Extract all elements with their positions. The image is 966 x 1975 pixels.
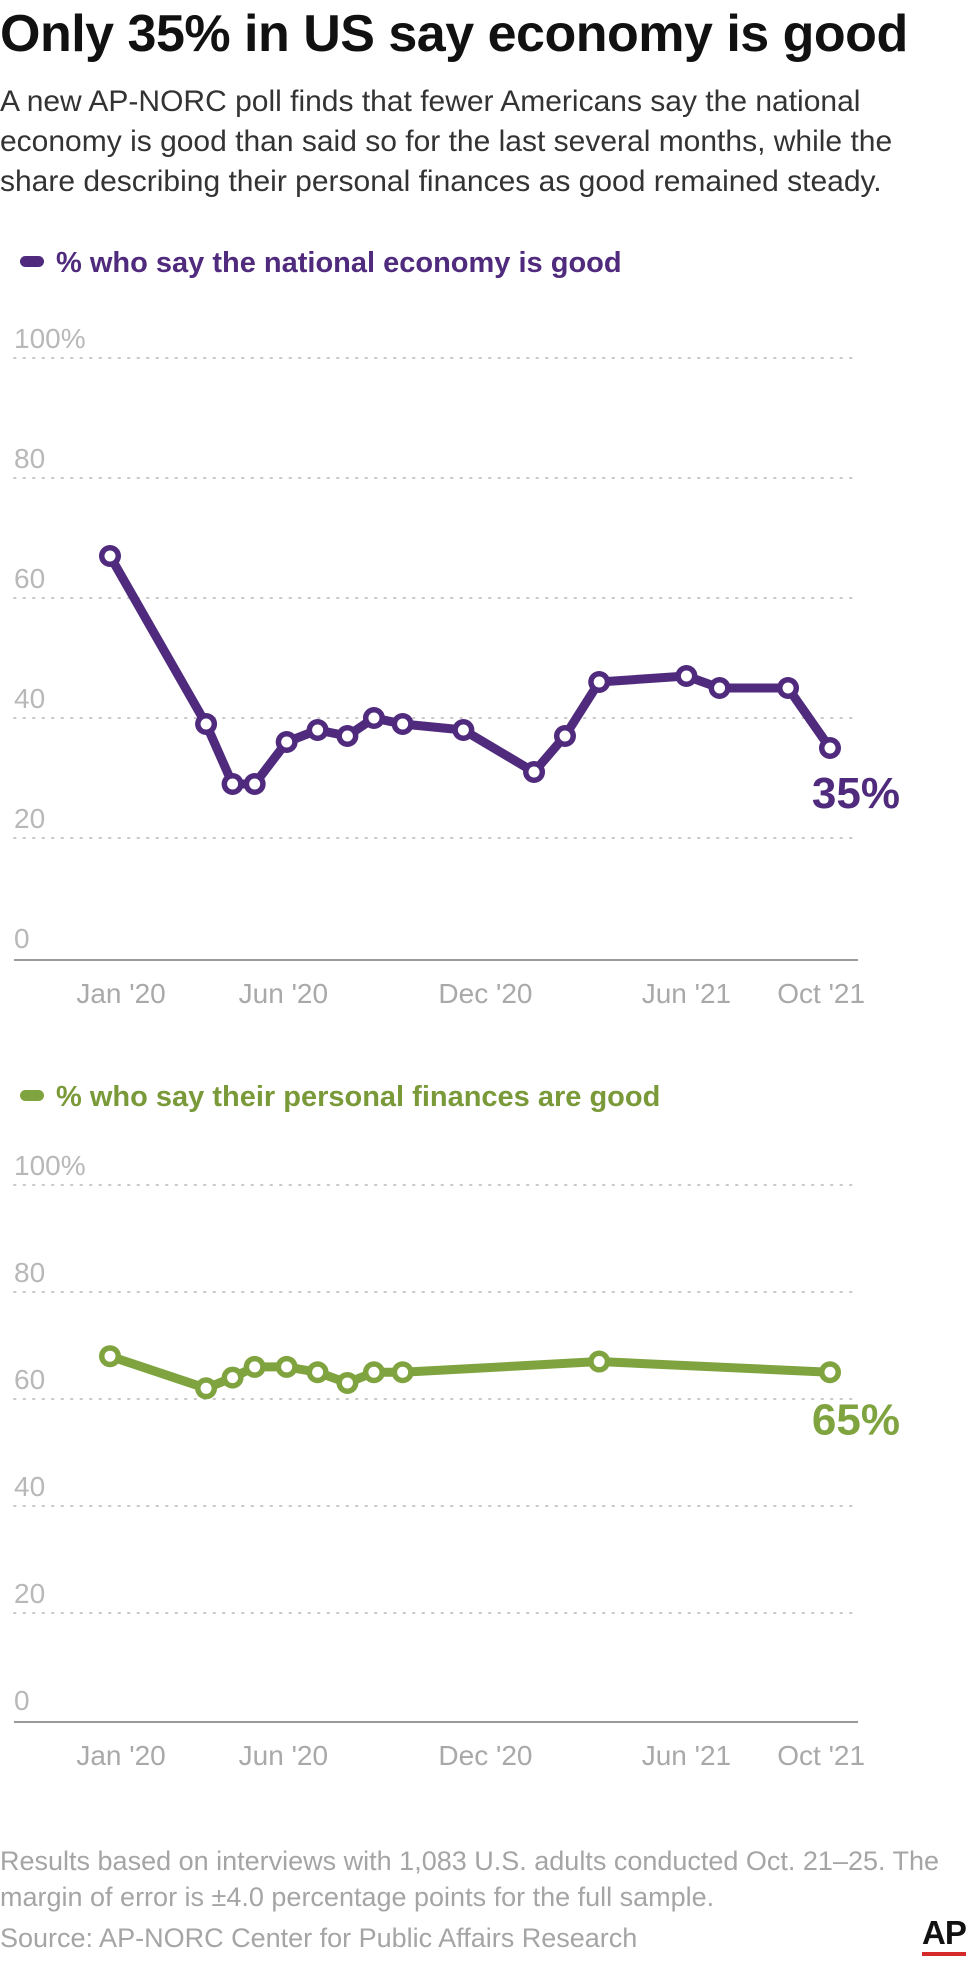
economy-data-point-center bbox=[249, 778, 261, 790]
economy-data-point-center bbox=[457, 724, 469, 736]
economy-data-point-center bbox=[714, 682, 726, 694]
finances-data-point-center bbox=[341, 1377, 353, 1389]
economy-legend-label: % who say the national economy is good bbox=[56, 247, 622, 279]
economy-end-label: 35% bbox=[812, 769, 900, 818]
economy-data-point-center bbox=[341, 730, 353, 742]
economy-legend: % who say the national economy is good bbox=[20, 247, 622, 280]
x-tick-label: Jun '21 bbox=[642, 1740, 731, 1771]
x-tick-label: Oct '21 bbox=[777, 1740, 865, 1771]
ap-logo-bar bbox=[922, 1952, 966, 1956]
y-tick-label: 100% bbox=[14, 323, 86, 354]
finances-legend-swatch bbox=[20, 1089, 44, 1101]
finances-chart: 100% 80 60 40 20 0 Jan '20 Jun '20 Dec '20 Jun '2… bbox=[13, 1150, 900, 1771]
y-tick-label: 80 bbox=[14, 443, 45, 474]
finances-data-point-center bbox=[368, 1366, 380, 1378]
economy-data-point-center bbox=[281, 736, 293, 748]
finances-legend: % who say their personal finances are go… bbox=[20, 1081, 660, 1114]
x-tick-label: Jan '20 bbox=[76, 1740, 165, 1771]
economy-data-point-center bbox=[559, 730, 571, 742]
y-tick-label: 60 bbox=[14, 563, 45, 594]
finances-data-point-center bbox=[200, 1382, 212, 1394]
x-tick-label: Jun '20 bbox=[239, 1740, 328, 1771]
y-tick-label: 60 bbox=[14, 1364, 45, 1395]
finances-data-point-center bbox=[249, 1361, 261, 1373]
economy-data-point-center bbox=[824, 742, 836, 754]
economy-data-point-center bbox=[368, 712, 380, 724]
x-tick-label: Dec '20 bbox=[438, 1740, 532, 1771]
economy-chart: 100% 80 60 40 20 0 Jan '20 Jun '20 Dec '20 Jun '2… bbox=[13, 323, 900, 1009]
ap-logo-text: AP bbox=[922, 1914, 966, 1951]
page-subtitle: A new AP-NORC poll finds that fewer Amer… bbox=[0, 85, 893, 198]
finances-data-point-center bbox=[824, 1366, 836, 1378]
x-tick-label: Jun '21 bbox=[642, 978, 731, 1009]
y-tick-label: 20 bbox=[14, 803, 45, 834]
economy-data-point-center bbox=[782, 682, 794, 694]
finances-series-line bbox=[105, 1351, 835, 1393]
finances-data-point-center bbox=[104, 1350, 116, 1362]
finances-data-point-center bbox=[593, 1356, 605, 1368]
economy-data-point-center bbox=[227, 778, 239, 790]
y-tick-label: 0 bbox=[14, 923, 30, 954]
x-tick-label: Dec '20 bbox=[438, 978, 532, 1009]
y-tick-label: 80 bbox=[14, 1257, 45, 1288]
x-tick-label: Oct '21 bbox=[777, 978, 865, 1009]
finances-data-point-center bbox=[227, 1372, 239, 1384]
y-tick-label: 20 bbox=[14, 1578, 45, 1609]
economy-data-point-center bbox=[312, 724, 324, 736]
economy-data-point-center bbox=[528, 766, 540, 778]
finances-end-label: 65% bbox=[812, 1395, 900, 1444]
x-tick-label: Jun '20 bbox=[239, 978, 328, 1009]
economy-legend-swatch bbox=[20, 255, 44, 267]
y-tick-label: 40 bbox=[14, 1471, 45, 1502]
economy-series-line bbox=[105, 551, 835, 789]
finances-data-point-center bbox=[312, 1366, 324, 1378]
economy-data-point-center bbox=[593, 676, 605, 688]
ap-logo: AP bbox=[922, 1914, 966, 1956]
finances-data-point-center bbox=[397, 1366, 409, 1378]
y-tick-label: 0 bbox=[14, 1685, 30, 1716]
source-note: Source: AP-NORC Center for Public Affair… bbox=[0, 1923, 638, 1953]
economy-data-point-center bbox=[680, 670, 692, 682]
economy-data-point-center bbox=[200, 718, 212, 730]
x-tick-label: Jan '20 bbox=[76, 978, 165, 1009]
economy-data-point-center bbox=[397, 718, 409, 730]
footnote: Results based on interviews with 1,083 U… bbox=[0, 1846, 940, 1912]
economy-data-point-center bbox=[104, 550, 116, 562]
finances-legend-label: % who say their personal finances are go… bbox=[56, 1081, 661, 1113]
page-title: Only 35% in US say economy is good bbox=[0, 5, 908, 63]
y-tick-label: 100% bbox=[14, 1150, 86, 1181]
finances-data-point-center bbox=[281, 1361, 293, 1373]
y-tick-label: 40 bbox=[14, 683, 45, 714]
